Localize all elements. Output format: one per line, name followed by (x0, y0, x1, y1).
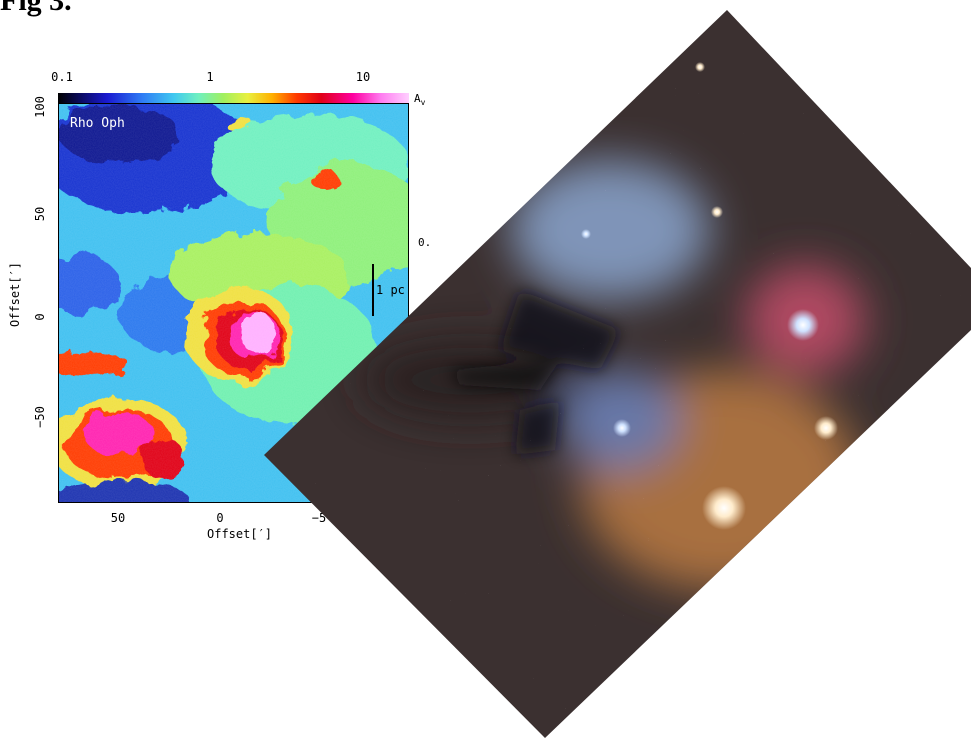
extinction-map-image (59, 104, 408, 502)
scale-bar-label: 1 pc (376, 283, 405, 297)
x-tick: 50 (110, 511, 126, 525)
region-label: Rho Oph (70, 116, 125, 131)
colorbar-tick: 10 (355, 70, 371, 84)
x-tick: 0 (216, 511, 224, 525)
extinction-map (58, 103, 409, 503)
colorbar-unit: Av (414, 92, 426, 108)
x-axis-title: Offset[′] (207, 527, 273, 541)
scale-bar (372, 264, 374, 316)
colorbar-tick: 1 (206, 70, 214, 84)
right-axis-tick: 0. (418, 236, 432, 249)
x-tick: −5 (311, 511, 327, 525)
figure-title: Fig 3. (0, 0, 72, 17)
extinction-colorbar (58, 93, 409, 103)
colorbar-tick: 0.1 (51, 70, 73, 84)
